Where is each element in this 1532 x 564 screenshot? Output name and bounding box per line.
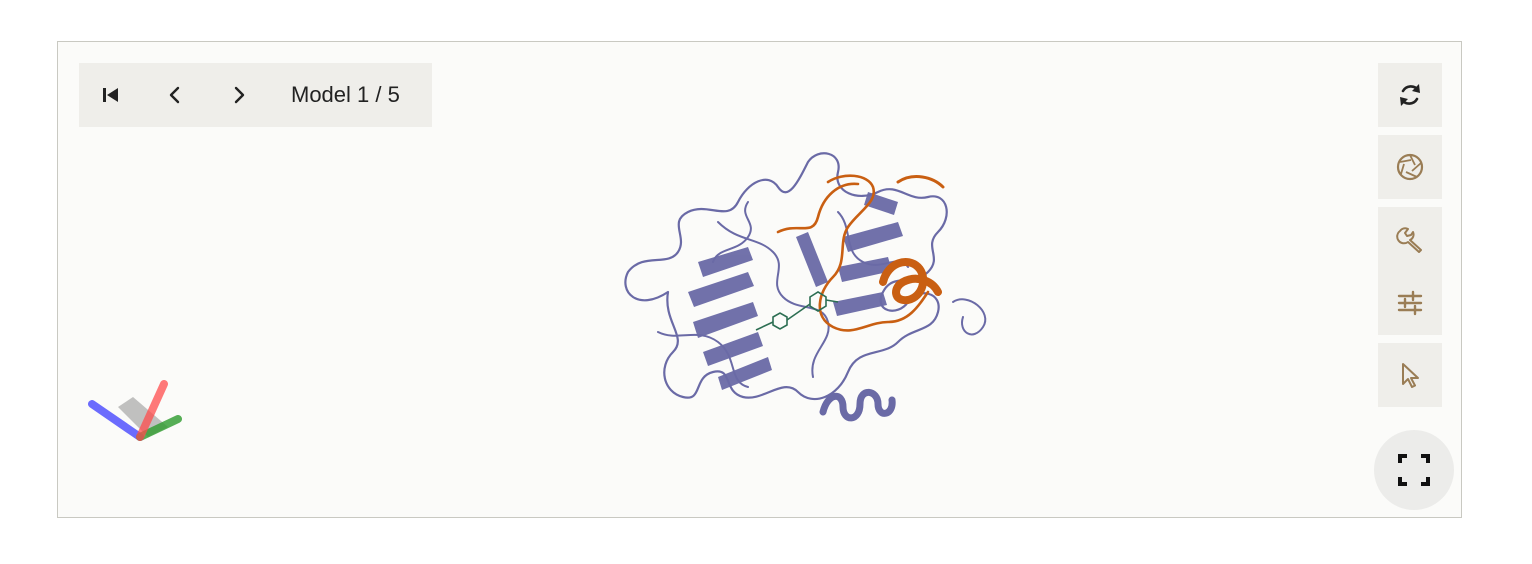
- camera-shutter-icon: [1396, 153, 1424, 181]
- axes-orientation-icon: [88, 380, 182, 441]
- chevron-right-icon: [234, 86, 245, 104]
- next-model-button[interactable]: [207, 63, 271, 127]
- chevron-left-icon: [169, 86, 180, 104]
- refresh-icon: [1400, 84, 1420, 106]
- molecule-viewer[interactable]: Model 1 / 5: [57, 41, 1462, 518]
- screenshot-button[interactable]: [1378, 135, 1442, 199]
- tools-button[interactable]: [1378, 207, 1442, 271]
- sliders-icon: [1397, 290, 1423, 316]
- protein-structure[interactable]: [598, 142, 1018, 432]
- cursor-icon: [1402, 363, 1419, 388]
- previous-model-button[interactable]: [143, 63, 207, 127]
- fullscreen-button[interactable]: [1374, 430, 1454, 510]
- selection-mode-button[interactable]: [1378, 343, 1442, 407]
- skip-to-first-icon: [103, 88, 118, 102]
- model-navigation-bar: Model 1 / 5: [79, 63, 432, 127]
- wrench-icon: [1396, 227, 1422, 253]
- expand-icon: [1398, 454, 1430, 486]
- settings-button[interactable]: [1378, 271, 1442, 335]
- reset-view-button[interactable]: [1378, 63, 1442, 127]
- first-model-button[interactable]: [79, 63, 143, 127]
- model-counter-label: Model 1 / 5: [291, 82, 400, 107]
